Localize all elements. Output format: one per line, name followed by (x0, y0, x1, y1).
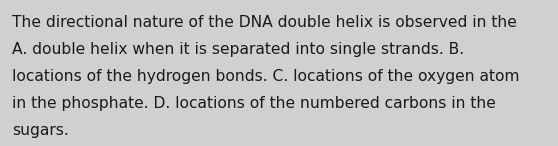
Text: The directional nature of the DNA double helix is observed in the: The directional nature of the DNA double… (12, 15, 517, 30)
Text: A. double helix when it is separated into single strands. B.: A. double helix when it is separated int… (12, 42, 464, 57)
Text: locations of the hydrogen bonds. C. locations of the oxygen atom: locations of the hydrogen bonds. C. loca… (12, 69, 519, 84)
Text: sugars.: sugars. (12, 123, 69, 138)
Text: in the phosphate. D. locations of the numbered carbons in the: in the phosphate. D. locations of the nu… (12, 96, 496, 111)
